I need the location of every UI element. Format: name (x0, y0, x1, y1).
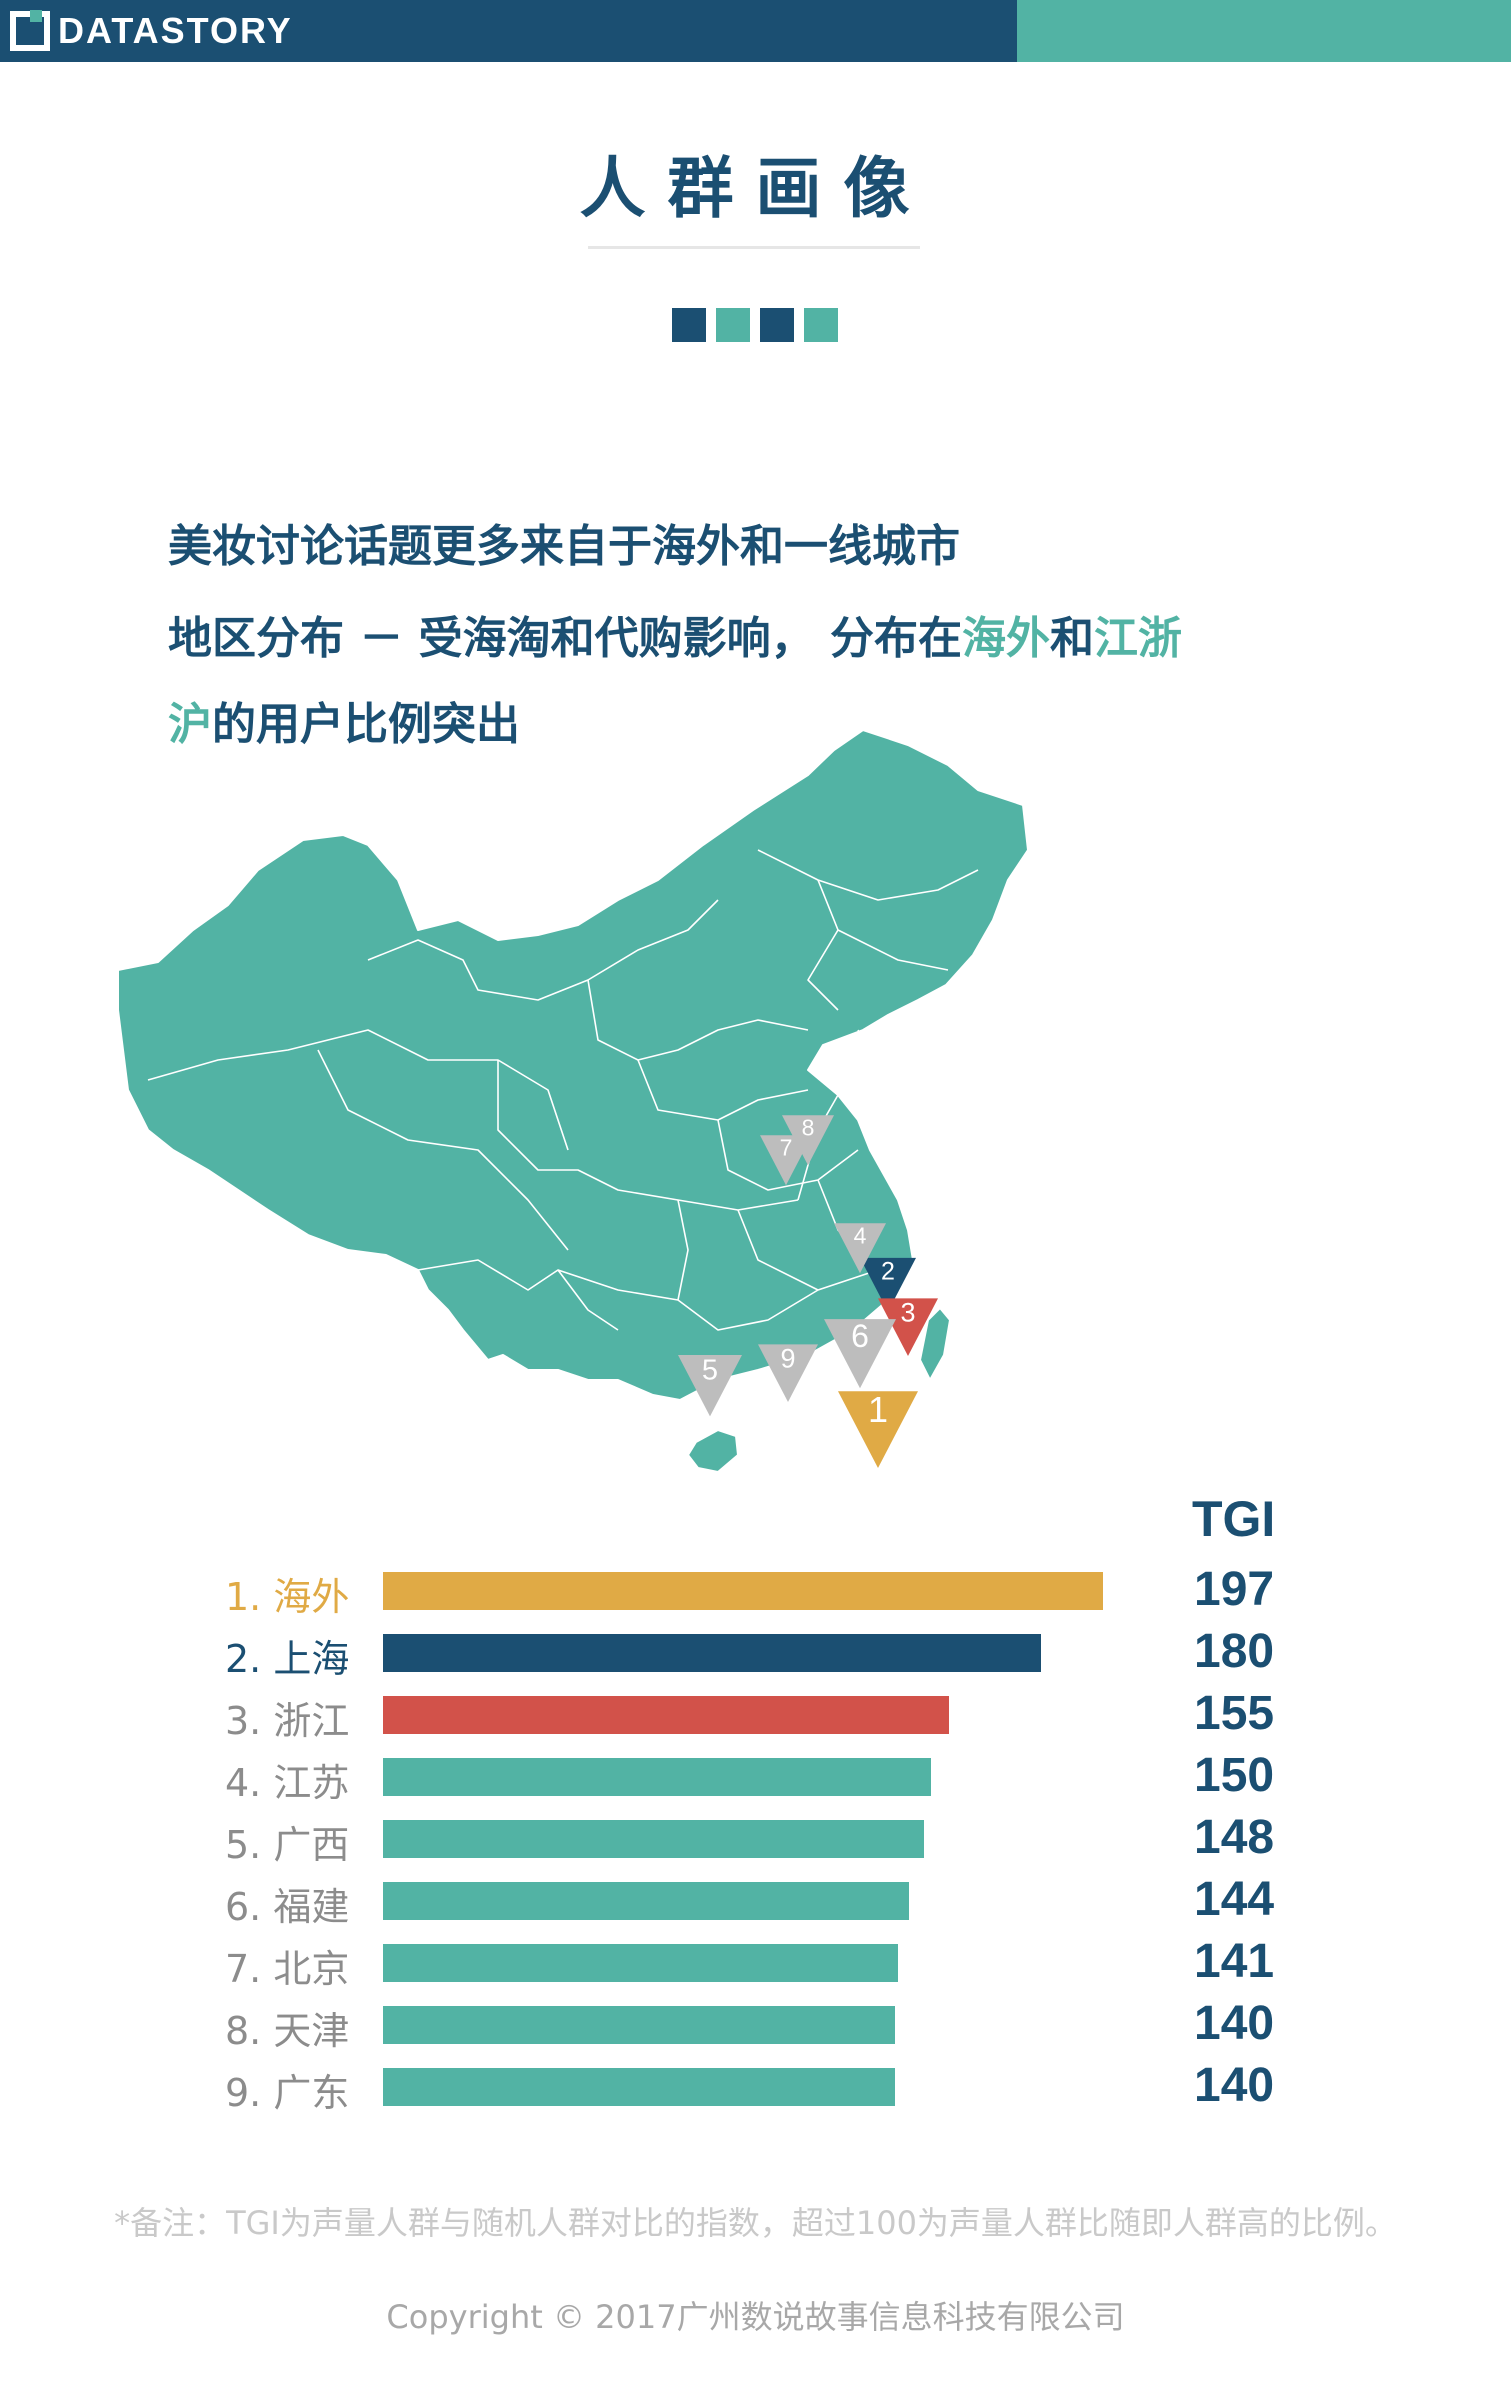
category-label: 8. 天津 (225, 2009, 350, 2053)
tgi-value-label: 140 (1194, 1997, 1275, 2050)
hainan-island-shape (687, 1429, 739, 1473)
chart-row: 9. 广东 140 (0, 2056, 1511, 2118)
headline-region-rest: 的用户比例突出 (212, 699, 520, 750)
decor-squares (672, 308, 838, 342)
datastory-logo[interactable]: DATASTORY (10, 8, 293, 54)
headline-highlight-jiangzhe: 江浙 (1093, 613, 1182, 664)
chart-row: 4. 江苏 150 (0, 1746, 1511, 1808)
category-label: 1. 海外 (225, 1575, 350, 1619)
chart-row: 8. 天津 140 (0, 1994, 1511, 2056)
category-label: 3. 浙江 (225, 1699, 350, 1743)
map-marker-8: 8 (782, 1114, 834, 1166)
chart-row: 2. 上海 180 (0, 1622, 1511, 1684)
footnote: *备注：TGI为声量人群与随机人群对比的指数，超过100为声量人群比随即人群高的… (114, 2204, 1397, 2242)
map-marker-label: 7 (780, 1134, 793, 1160)
map-marker-triangle (782, 1115, 834, 1166)
tgi-value-label: 150 (1194, 1749, 1275, 1802)
category-label: 4. 江苏 (225, 1761, 350, 1805)
map-marker-label: 3 (900, 1298, 915, 1328)
map-marker-label: 5 (702, 1355, 718, 1387)
map-marker-4: 4 (834, 1222, 886, 1274)
tgi-bar (383, 1572, 1103, 1610)
tgi-value-label: 141 (1194, 1935, 1275, 1988)
headline-highlight-hu: 沪 (168, 699, 212, 750)
tgi-bar (383, 1634, 1041, 1672)
chart-row: 6. 福建 144 (0, 1870, 1511, 1932)
map-marker-label: 2 (881, 1257, 895, 1285)
map-marker-triangle (834, 1223, 886, 1274)
map-marker-6: 6 (824, 1318, 896, 1389)
headline-region: 地区分布 － 受海淘和代购影响， 分布在海外和江浙沪的用户比例突出 (168, 596, 1368, 768)
map-marker-5: 5 (678, 1355, 742, 1417)
category-label: 9. 广东 (225, 2071, 350, 2115)
headline-topic: 美妆讨论话题更多来自于海外和一线城市 (168, 521, 960, 572)
tgi-bar-chart: 1. 海外 197 2. 上海 180 3. 浙江 155 4. 江苏 150 5. 广西 148… (0, 1560, 1511, 2120)
headline-highlight-overseas: 海外 (961, 613, 1050, 664)
tgi-value-label: 155 (1194, 1687, 1275, 1740)
category-label: 6. 福建 (225, 1885, 350, 1929)
chart-row: 1. 海外 197 (0, 1560, 1511, 1622)
map-marker-triangle (878, 1298, 938, 1356)
tgi-bar (383, 1882, 909, 1920)
tgi-bar (383, 1944, 898, 1982)
map-marker-triangle (824, 1319, 896, 1389)
chart-row: 5. 广西 148 (0, 1808, 1511, 1870)
category-label: 7. 北京 (225, 1947, 350, 1991)
tgi-bar (383, 1758, 931, 1796)
copyright: Copyright © 2017广州数说故事信息科技有限公司 (386, 2298, 1125, 2336)
tgi-bar (383, 2006, 895, 2044)
map-marker-triangle (838, 1391, 918, 1468)
map-marker-triangle (860, 1257, 916, 1312)
chart-row: 3. 浙江 155 (0, 1684, 1511, 1746)
map-marker-1: 1 (838, 1389, 918, 1468)
datastory-logo-icon (10, 10, 52, 52)
decor-square (716, 308, 750, 342)
tgi-value-label: 140 (1194, 2059, 1275, 2112)
header-bar-navy (0, 0, 1017, 62)
map-marker-label: 9 (780, 1344, 795, 1374)
tgi-bar (383, 2068, 895, 2106)
headline-region-text: 地区分布 － 受海淘和代购影响， 分布在 (168, 613, 962, 664)
map-marker-label: 4 (854, 1222, 867, 1248)
map-marker-triangle (678, 1354, 742, 1417)
logo-text: DATASTORY (58, 10, 293, 51)
taiwan-island-shape (919, 1307, 951, 1381)
decor-square (804, 308, 838, 342)
map-marker-9: 9 (758, 1344, 818, 1402)
chart-row: 7. 北京 141 (0, 1932, 1511, 1994)
headline-region-and: 和 (1049, 613, 1094, 664)
map-marker-label: 1 (868, 1389, 888, 1430)
decor-square (760, 308, 794, 342)
map-marker-3: 3 (878, 1298, 938, 1356)
china-mainland-shape (118, 730, 1029, 1401)
tgi-value-label: 180 (1194, 1625, 1275, 1678)
map-marker-label: 6 (851, 1318, 869, 1354)
tgi-bar (383, 1820, 924, 1858)
title-divider (588, 246, 920, 249)
page-title: 人群画像 (579, 150, 932, 227)
map-marker-triangle (758, 1344, 818, 1402)
map-marker-2: 2 (860, 1257, 916, 1312)
category-label: 2. 上海 (225, 1637, 350, 1681)
header-bar-teal (1017, 0, 1511, 62)
tgi-value-label: 148 (1194, 1811, 1275, 1864)
tgi-value-label: 197 (1194, 1563, 1275, 1616)
tgi-value-label: 144 (1194, 1873, 1275, 1926)
tgi-bar (383, 1696, 949, 1734)
map-marker-label: 8 (802, 1114, 815, 1140)
decor-square (672, 308, 706, 342)
category-label: 5. 广西 (225, 1823, 350, 1867)
header-bar: DATASTORY (0, 0, 1511, 62)
tgi-column-header: TGI (1192, 1491, 1276, 1547)
